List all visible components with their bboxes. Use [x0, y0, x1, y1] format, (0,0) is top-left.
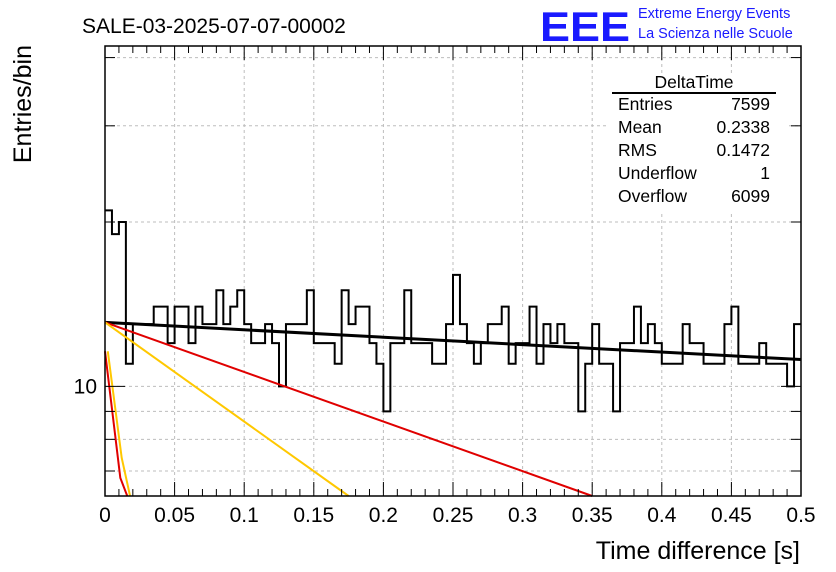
- stat-mean-label: Mean: [618, 117, 662, 137]
- x-tick-label: 0.45: [711, 504, 752, 527]
- y-tick-labels: 10: [74, 375, 97, 398]
- y-tick-label: 10: [74, 375, 97, 398]
- fit-curves: [104, 320, 802, 497]
- x-tick-label: 0.05: [154, 504, 195, 527]
- x-tick-labels: 0 0.05 0.1 0.15 0.2 0.25 0.3 0.35 0.4 0.45 0.5: [99, 504, 815, 527]
- logo-subtitle-line1: Extreme Energy Events: [638, 6, 790, 22]
- stat-rms-label: RMS: [618, 140, 657, 160]
- stats-box-title: DeltaTime: [654, 72, 733, 92]
- stat-mean-value: 0.2338: [716, 117, 770, 137]
- fit-curve: [104, 351, 129, 497]
- fit-curve: [104, 321, 593, 497]
- x-tick-label: 0: [99, 504, 111, 527]
- fit-curve: [104, 320, 802, 362]
- logo-subtitle-line2: La Scienza nelle Scuole: [638, 26, 793, 42]
- chart-title: SALE-03-2025-07-07-00002: [82, 15, 346, 38]
- x-axis-label: Time difference [s]: [596, 537, 800, 565]
- eee-logo: EEE: [540, 3, 630, 50]
- stats-box-background: [606, 73, 786, 213]
- stat-underflow-value: 1: [760, 163, 770, 183]
- histogram: [105, 209, 801, 413]
- x-tick-label: 0.4: [647, 504, 677, 527]
- stat-overflow-value: 6099: [731, 186, 770, 206]
- stat-entries-label: Entries: [618, 94, 673, 114]
- axes-frame: [104, 45, 802, 497]
- fit-curve: [104, 321, 350, 497]
- histogram-outline: [105, 209, 801, 413]
- x-tick-label: 0.5: [786, 504, 815, 527]
- y-axis-label: Entries/bin: [9, 45, 37, 163]
- x-tick-label: 0.2: [369, 504, 398, 527]
- x-tick-label: 0.3: [508, 504, 537, 527]
- stat-entries-value: 7599: [731, 94, 770, 114]
- stats-box: DeltaTime Entries 7599 Mean 0.2338 RMS 0…: [606, 72, 786, 213]
- x-tick-label: 0.1: [230, 504, 259, 527]
- x-tick-label: 0.15: [293, 504, 334, 527]
- stat-rms-value: 0.1472: [716, 140, 770, 160]
- x-tick-label: 0.25: [433, 504, 474, 527]
- stat-underflow-label: Underflow: [618, 163, 697, 183]
- stat-overflow-label: Overflow: [618, 186, 687, 206]
- x-tick-label: 0.35: [572, 504, 613, 527]
